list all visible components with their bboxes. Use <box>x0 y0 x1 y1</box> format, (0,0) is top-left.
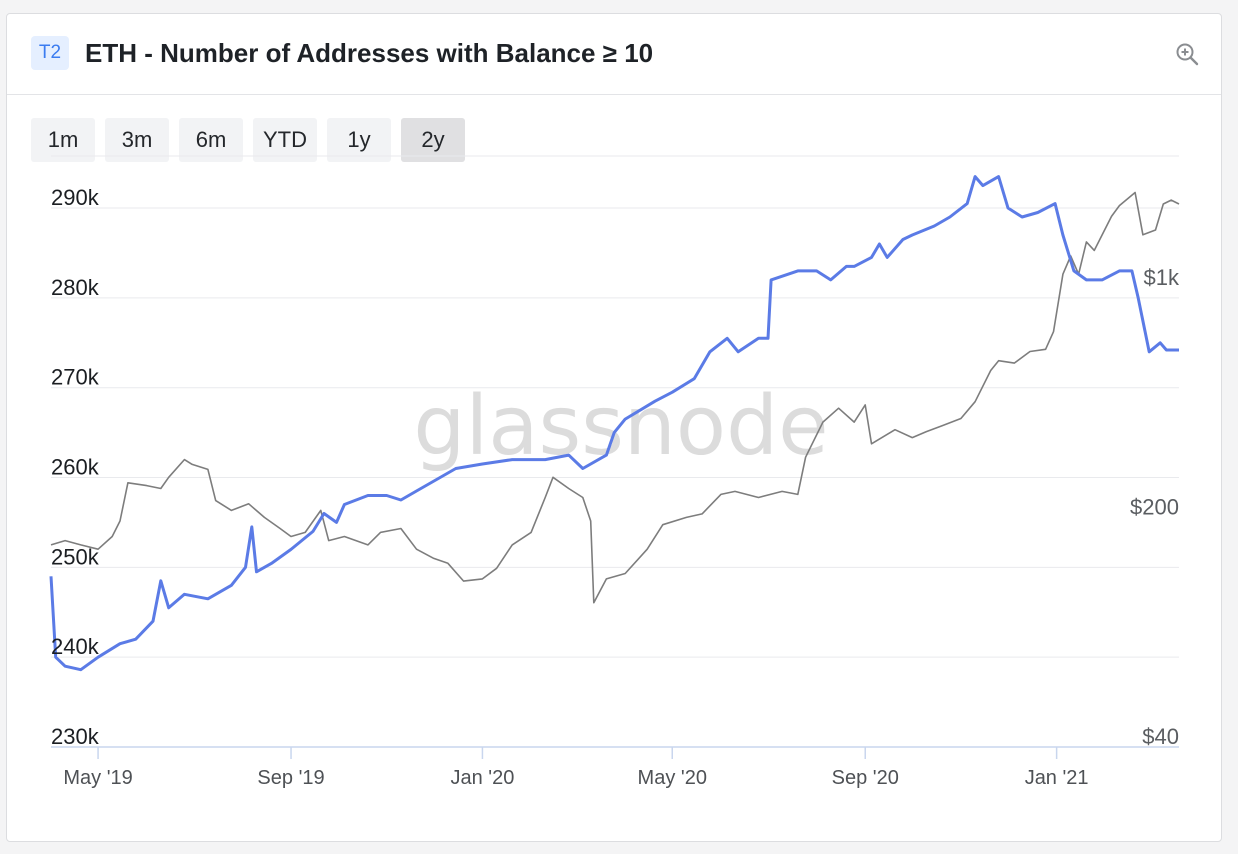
y-tick-label: 260k <box>51 455 100 480</box>
range-1y-button[interactable]: 1y <box>327 118 391 162</box>
x-tick-label: May '20 <box>638 767 707 789</box>
y-tick-label: 290k <box>51 185 100 210</box>
zoom-in-icon[interactable] <box>1175 42 1199 66</box>
chart-plot: glassnode May '19 Sep '19 Jan '20 May '20 Se… <box>49 155 1180 789</box>
chart-card: T2 ETH - Number of Addresses with Balanc… <box>6 13 1222 842</box>
card-header: T2 ETH - Number of Addresses with Balanc… <box>7 14 1221 95</box>
x-tick-label: Jan '21 <box>1025 767 1089 789</box>
range-1m-button[interactable]: 1m <box>31 118 95 162</box>
y-tick-label: 240k <box>51 634 100 659</box>
grid-lines <box>51 155 1179 658</box>
addresses-line <box>49 175 1179 672</box>
range-3m-button[interactable]: 3m <box>105 118 169 162</box>
price-line <box>50 191 1180 604</box>
chart-title: ETH - Number of Addresses with Balance ≥… <box>85 38 654 68</box>
y-tick-label: 230k <box>51 724 100 749</box>
price-series <box>50 191 1180 604</box>
y-tick-label: 280k <box>51 275 100 300</box>
y2-tick-label: $40 <box>1142 724 1179 749</box>
range-2y-button[interactable]: 2y <box>401 118 465 162</box>
y2-tick-label: $1k <box>1144 265 1180 290</box>
tier-badge: T2 <box>31 36 69 70</box>
y-tick-label: 250k <box>51 544 100 569</box>
range-6m-button[interactable]: 6m <box>179 118 243 162</box>
y-tick-label: 270k <box>51 365 100 390</box>
x-tick-label: Jan '20 <box>450 767 514 789</box>
addresses-series <box>49 175 1179 672</box>
x-axis <box>51 746 1179 759</box>
axis-labels: May '19 Sep '19 Jan '20 May '20 Sep '20 Jan '… <box>51 185 1180 789</box>
y2-tick-label: $200 <box>1130 494 1179 519</box>
x-tick-label: May '19 <box>63 767 132 789</box>
x-tick-label: Sep '19 <box>257 767 324 789</box>
range-ytd-button[interactable]: YTD <box>253 118 317 162</box>
x-tick-label: Sep '20 <box>832 767 899 789</box>
